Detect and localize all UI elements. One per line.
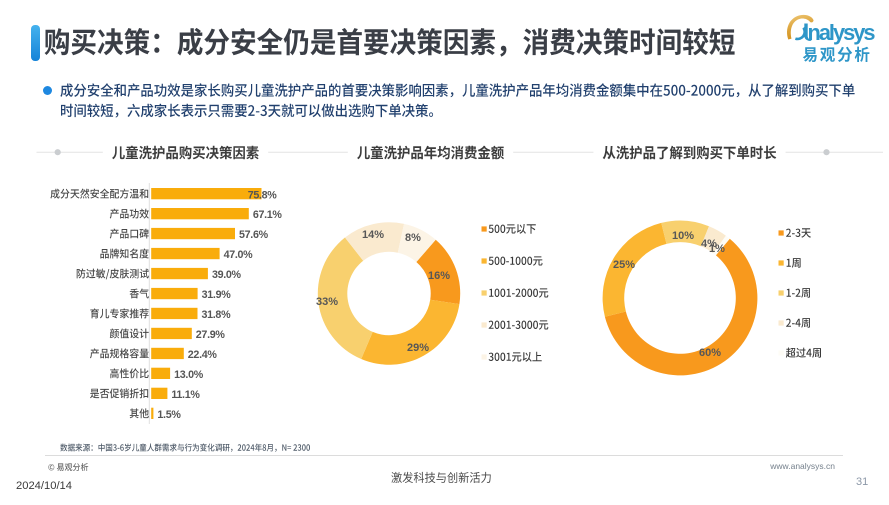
svg-text:11.1%: 11.1% [171, 389, 200, 401]
svg-text:1%: 1% [709, 243, 725, 255]
svg-text:www.analysys.cn: www.analysys.cn [769, 461, 835, 471]
svg-text:60%: 60% [699, 347, 721, 359]
svg-text:47.0%: 47.0% [224, 249, 254, 261]
svg-text:31: 31 [856, 476, 868, 488]
svg-text:14%: 14% [362, 229, 384, 241]
svg-text:39.0%: 39.0% [212, 269, 242, 281]
svg-text:75.8%: 75.8% [248, 189, 278, 201]
svg-text:29%: 29% [407, 342, 429, 354]
svg-text:22.4%: 22.4% [188, 349, 218, 361]
svg-text:57.6%: 57.6% [239, 229, 269, 241]
svg-text:8%: 8% [405, 232, 421, 244]
svg-text:31.8%: 31.8% [201, 309, 231, 321]
svg-text:67.1%: 67.1% [253, 209, 283, 221]
svg-text:16%: 16% [428, 270, 450, 282]
svg-text:13.0%: 13.0% [174, 369, 204, 381]
svg-text:10%: 10% [672, 230, 694, 242]
svg-text:33%: 33% [316, 296, 338, 308]
svg-text:4%: 4% [701, 238, 717, 250]
svg-text:31.9%: 31.9% [202, 289, 232, 301]
svg-text:2024/10/14: 2024/10/14 [16, 480, 72, 492]
svg-text:25%: 25% [613, 259, 635, 271]
svg-text:1.5%: 1.5% [157, 409, 181, 421]
svg-text:27.9%: 27.9% [196, 329, 226, 341]
svg-text:nalysys: nalysys [808, 20, 876, 45]
